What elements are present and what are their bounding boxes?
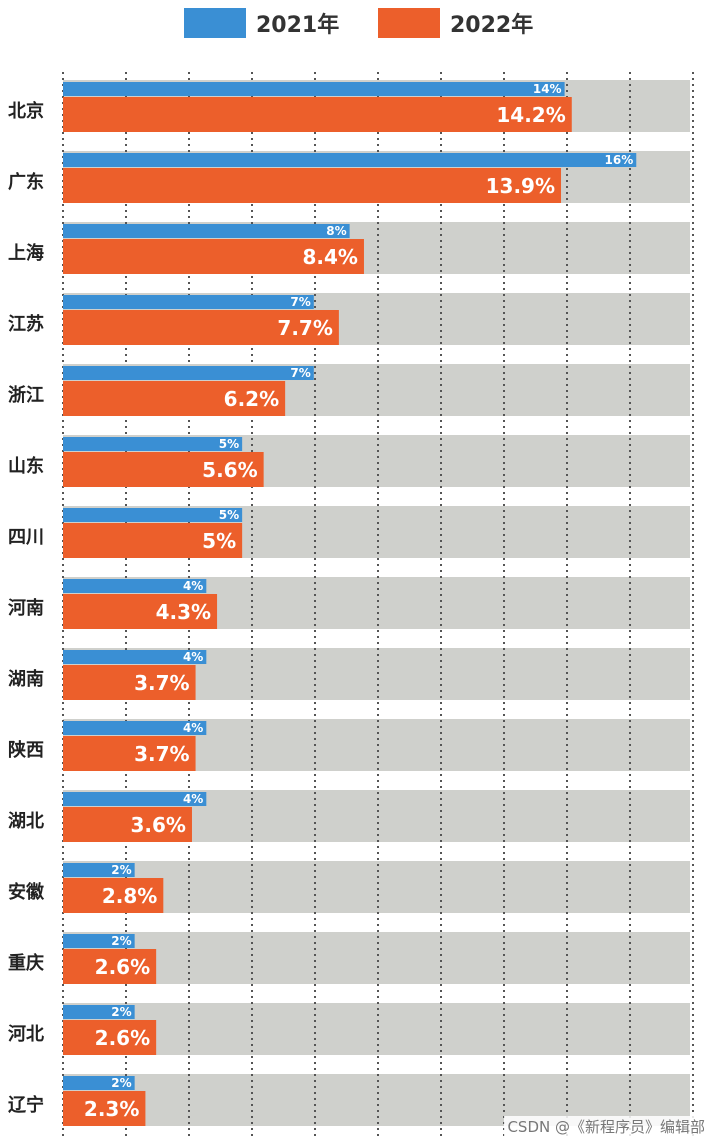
bar-2021 <box>63 366 314 380</box>
data-label-2021: 5% <box>219 508 239 522</box>
bar-2022 <box>63 523 243 558</box>
data-label-2021: 7% <box>290 295 310 309</box>
bar-2022 <box>63 665 196 700</box>
bar-2021 <box>63 508 243 522</box>
watermark: CSDN @《新程序员》编辑部 <box>504 1116 708 1137</box>
data-label-2021: 14% <box>533 82 562 96</box>
data-label-2022: 3.7% <box>134 742 189 766</box>
bar-2021 <box>63 934 135 948</box>
category-label: 江苏 <box>8 313 44 335</box>
data-label-2022: 5.6% <box>202 458 257 482</box>
data-label-2022: 2.6% <box>95 955 150 979</box>
bar-2021 <box>63 863 135 877</box>
bar-2022 <box>63 807 192 842</box>
category-label: 陕西 <box>8 739 44 761</box>
legend: 2021年 2022年 <box>0 0 720 50</box>
row-background <box>63 1003 690 1055</box>
bar-2022 <box>63 310 339 345</box>
category-label: 湖北 <box>8 811 44 832</box>
legend-label-2021: 2021年 <box>256 13 340 38</box>
bar-2021 <box>63 1005 135 1019</box>
category-label: 重庆 <box>8 952 44 974</box>
bar-2021 <box>63 579 207 593</box>
bar-2021 <box>63 792 207 806</box>
data-label-2022: 7.7% <box>277 316 332 340</box>
data-label-2022: 2.8% <box>102 884 157 908</box>
category-label: 河北 <box>8 1024 44 1045</box>
bar-2022 <box>63 239 364 274</box>
row-background <box>63 861 690 913</box>
category-label: 广东 <box>8 171 44 193</box>
bar-2021 <box>63 437 243 451</box>
bar-2021 <box>63 1076 135 1090</box>
bar-2021 <box>63 153 637 167</box>
data-label-2021: 5% <box>219 437 239 451</box>
data-label-2022: 13.9% <box>486 174 555 198</box>
bar-2021 <box>63 721 207 735</box>
bar-2021 <box>63 224 350 238</box>
data-label-2021: 4% <box>183 650 203 664</box>
data-label-2021: 4% <box>183 721 203 735</box>
data-label-2021: 4% <box>183 579 203 593</box>
category-label: 浙江 <box>8 384 44 406</box>
legend-item-2022: 2022年 <box>378 7 533 39</box>
category-label: 安徽 <box>8 881 45 903</box>
data-label-2022: 8.4% <box>302 245 357 269</box>
bar-2022 <box>63 381 286 416</box>
bar-2021 <box>63 295 314 309</box>
row-background <box>63 932 690 984</box>
category-label: 四川 <box>8 527 44 548</box>
data-label-2022: 2.3% <box>84 1097 139 1121</box>
bar-2022 <box>63 97 572 132</box>
legend-swatch-2022 <box>378 8 440 38</box>
bar-2022 <box>63 736 196 771</box>
data-label-2021: 2% <box>111 1005 131 1019</box>
data-label-2021: 8% <box>326 224 346 238</box>
data-label-2022: 14.2% <box>496 103 565 127</box>
data-label-2022: 3.6% <box>131 813 186 837</box>
category-label: 上海 <box>8 242 44 264</box>
data-label-2022: 2.6% <box>95 1026 150 1050</box>
bar-2022 <box>63 452 264 487</box>
data-label-2022: 4.3% <box>156 600 211 624</box>
data-label-2021: 4% <box>183 792 203 806</box>
data-label-2021: 2% <box>111 863 131 877</box>
data-label-2022: 6.2% <box>224 387 279 411</box>
data-label-2021: 16% <box>605 153 634 167</box>
bar-2022 <box>63 594 218 629</box>
data-label-2021: 7% <box>290 366 310 380</box>
legend-swatch-2021 <box>184 8 246 38</box>
data-label-2021: 2% <box>111 934 131 948</box>
category-label: 北京 <box>8 100 44 122</box>
bar-2022 <box>63 878 164 913</box>
category-label: 山东 <box>8 455 44 477</box>
data-label-2021: 2% <box>111 1076 131 1090</box>
bar-2022 <box>63 1091 146 1126</box>
legend-label-2022: 2022年 <box>450 13 534 38</box>
category-label: 湖南 <box>8 668 44 690</box>
category-label: 辽宁 <box>8 1094 44 1116</box>
category-label: 河南 <box>8 597 44 619</box>
bar-2021 <box>63 82 565 96</box>
legend-item-2021: 2021年 <box>184 7 339 39</box>
bar-2022 <box>63 1020 157 1055</box>
bar-2022 <box>63 949 157 984</box>
bar-2022 <box>63 168 562 203</box>
bar-2021 <box>63 650 207 664</box>
data-label-2022: 3.7% <box>134 671 189 695</box>
data-label-2022: 5% <box>202 529 236 553</box>
